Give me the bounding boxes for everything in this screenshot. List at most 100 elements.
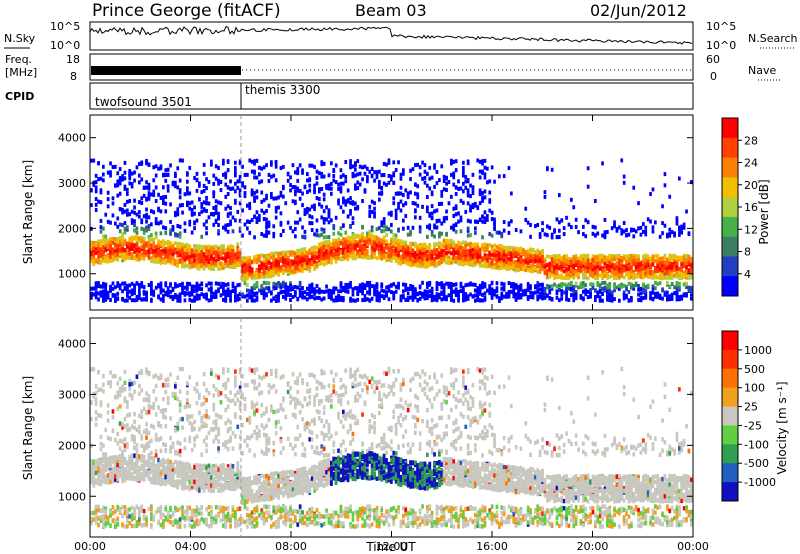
power-cell bbox=[253, 191, 256, 196]
power-cell bbox=[373, 240, 376, 245]
power-cell bbox=[318, 261, 321, 266]
power-cell bbox=[394, 243, 398, 248]
power-cell bbox=[483, 165, 487, 170]
power-cell bbox=[183, 221, 187, 226]
power-cell bbox=[205, 295, 208, 300]
power-cell bbox=[130, 292, 134, 297]
power-cell bbox=[243, 191, 247, 196]
power-cell bbox=[390, 245, 393, 250]
power-cell bbox=[246, 263, 249, 268]
power-cell bbox=[356, 242, 360, 247]
power-cell bbox=[231, 253, 235, 258]
power-cell bbox=[147, 242, 151, 247]
power-cell bbox=[109, 173, 112, 178]
power-cell bbox=[114, 298, 117, 303]
power-cell bbox=[298, 283, 302, 288]
power-cell bbox=[337, 295, 340, 300]
power-cell bbox=[450, 225, 453, 230]
power-cell bbox=[303, 208, 307, 213]
power-cell bbox=[243, 276, 247, 281]
power-cell bbox=[471, 172, 475, 177]
power-cell bbox=[322, 209, 326, 214]
power-cell bbox=[238, 263, 242, 268]
power-cell bbox=[380, 238, 384, 243]
power-cell bbox=[238, 193, 242, 198]
power-cell bbox=[339, 226, 343, 231]
power-cell bbox=[238, 251, 242, 256]
power-cell bbox=[135, 226, 139, 231]
power-cell bbox=[387, 251, 391, 256]
power-cell bbox=[334, 244, 338, 249]
power-cell bbox=[450, 158, 453, 163]
power-cell bbox=[217, 261, 220, 266]
power-cell bbox=[382, 220, 386, 225]
power-cell bbox=[411, 201, 415, 206]
power-cell bbox=[507, 256, 511, 261]
power-cell bbox=[351, 238, 355, 243]
freq-tick-high: 18 bbox=[66, 53, 80, 66]
power-cell bbox=[198, 197, 201, 202]
power-cell bbox=[123, 281, 127, 286]
power-cell bbox=[404, 287, 408, 292]
power-cell bbox=[378, 298, 381, 303]
power-cell bbox=[169, 283, 172, 288]
power-cell bbox=[214, 245, 218, 250]
power-cell bbox=[121, 177, 124, 182]
power-cell bbox=[507, 281, 511, 286]
power-cell bbox=[296, 251, 300, 256]
power-cell bbox=[217, 229, 220, 234]
power-cell bbox=[104, 285, 108, 290]
power-cell bbox=[214, 258, 218, 263]
power-cell bbox=[349, 161, 352, 166]
power-cell bbox=[238, 201, 242, 206]
power-cell bbox=[414, 215, 417, 220]
power-cell bbox=[406, 296, 410, 301]
power-cell bbox=[361, 298, 364, 303]
power-cell bbox=[452, 255, 456, 260]
power-cell bbox=[399, 261, 403, 266]
power-cell bbox=[466, 257, 470, 262]
power-cell bbox=[490, 292, 494, 297]
power-cell bbox=[517, 288, 520, 293]
power-cell bbox=[289, 287, 292, 292]
power-cell bbox=[265, 258, 268, 263]
power-cell bbox=[553, 259, 556, 264]
power-cell bbox=[272, 261, 276, 266]
power-cell bbox=[409, 261, 412, 266]
power-cell bbox=[423, 296, 427, 301]
power-cell bbox=[397, 256, 400, 261]
power-cell bbox=[543, 270, 547, 275]
power-cell bbox=[258, 254, 261, 259]
power-cell bbox=[267, 267, 271, 272]
power-cell bbox=[99, 225, 103, 230]
power-cell bbox=[466, 190, 470, 195]
power-cell bbox=[457, 296, 460, 301]
power-cell bbox=[135, 294, 139, 299]
power-cell bbox=[358, 283, 362, 288]
power-cell bbox=[498, 243, 501, 248]
power-cell bbox=[550, 286, 554, 291]
power-cell bbox=[260, 284, 264, 289]
power-cell bbox=[337, 239, 340, 244]
power-cell bbox=[147, 163, 151, 168]
power-cell bbox=[133, 290, 136, 295]
power-cell bbox=[106, 242, 110, 247]
power-cell bbox=[279, 257, 283, 262]
power-cell bbox=[411, 289, 415, 294]
power-cell bbox=[234, 160, 237, 165]
power-cell bbox=[481, 161, 484, 166]
power-cell bbox=[308, 291, 312, 296]
date-title: 02/Jun/2012 bbox=[590, 1, 687, 20]
power-cell bbox=[258, 217, 261, 222]
power-cell bbox=[246, 276, 249, 281]
power-cell bbox=[303, 185, 307, 190]
power-cell bbox=[428, 176, 432, 181]
power-cell bbox=[190, 212, 194, 217]
power-cell bbox=[402, 248, 405, 253]
power-cell bbox=[512, 248, 516, 253]
power-cell bbox=[97, 199, 100, 204]
power-cell bbox=[229, 222, 232, 227]
power-cell bbox=[526, 267, 530, 272]
power-cell bbox=[320, 227, 324, 232]
power-cell bbox=[94, 197, 98, 202]
